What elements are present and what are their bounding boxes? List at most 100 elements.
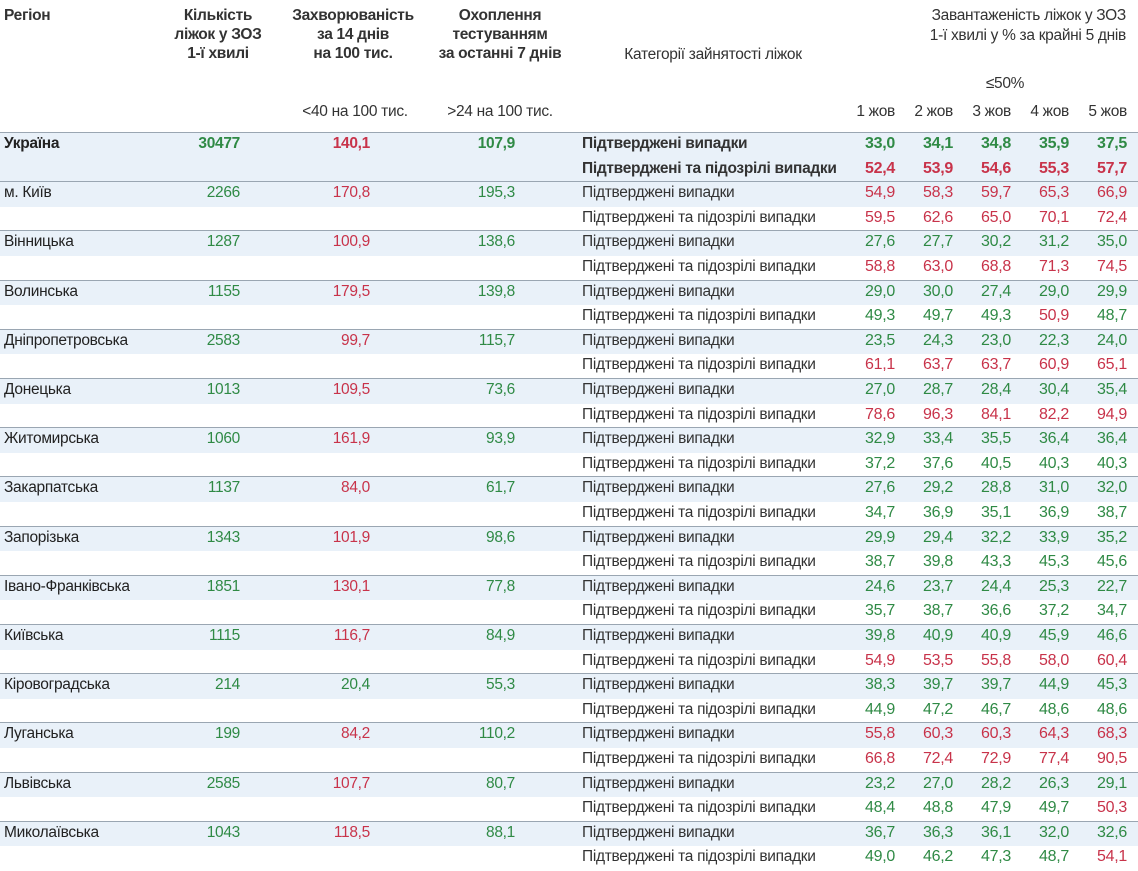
testing: 88,1 xyxy=(486,823,515,841)
occupancy-value: 65,1 xyxy=(1097,356,1127,374)
occupancy-value: 40,9 xyxy=(923,627,953,644)
category: Підтверджені випадки xyxy=(582,577,735,595)
day-label: 3 жов xyxy=(972,103,1011,120)
category: Підтверджені випадки xyxy=(582,184,735,202)
occupancy-value: 39,8 xyxy=(865,627,895,644)
category: Підтверджені випадки xyxy=(582,823,735,841)
occupancy-value: 62,6 xyxy=(923,208,953,226)
incidence: 20,4 xyxy=(341,676,370,694)
occupancy-value: 33,9 xyxy=(1039,528,1069,546)
testing: 110,2 xyxy=(478,725,515,743)
occupancy-value: 27,0 xyxy=(923,774,953,792)
occupancy-value: 63,0 xyxy=(923,258,953,275)
occupancy-value: 35,2 xyxy=(1097,528,1127,546)
occupancy-value: 39,8 xyxy=(923,553,953,571)
occupancy-value: 53,9 xyxy=(923,159,953,177)
occupancy-value: 45,3 xyxy=(1039,553,1069,571)
header-testing: тестуванням xyxy=(452,26,548,43)
beds: 1343 xyxy=(206,528,241,546)
occupancy-value: 29,9 xyxy=(865,528,895,546)
category: Підтверджені випадки xyxy=(582,479,735,497)
occupancy-value: 40,5 xyxy=(981,454,1011,472)
occupancy-value: 90,5 xyxy=(1097,750,1127,767)
beds: 1155 xyxy=(207,282,240,300)
occupancy-value: 26,3 xyxy=(1039,774,1069,792)
occupancy-value: 34,7 xyxy=(865,504,895,521)
beds: 1115 xyxy=(209,627,240,644)
occupancy-value: 59,5 xyxy=(865,208,895,226)
row-band xyxy=(0,132,1138,158)
occupancy-value: 65,0 xyxy=(981,208,1011,226)
occupancy-value: 36,4 xyxy=(1097,430,1127,448)
occupancy-value: 55,8 xyxy=(981,651,1011,669)
occupancy-value: 60,3 xyxy=(981,725,1011,743)
occupancy-value: 27,6 xyxy=(865,479,895,497)
region: Вінницька xyxy=(4,233,74,251)
occupancy-value: 36,7 xyxy=(865,823,895,841)
header-incidence: Захворюваність xyxy=(292,7,414,24)
category: Підтверджені випадки xyxy=(582,381,735,398)
category: Підтверджені та підозрілі випадки xyxy=(582,454,816,472)
testing: 107,9 xyxy=(477,135,516,152)
beds: 2266 xyxy=(206,184,241,202)
occupancy-value: 65,3 xyxy=(1039,184,1069,202)
occupancy-value: 52,4 xyxy=(865,159,895,177)
region: Київська xyxy=(4,627,64,644)
category: Підтверджені та підозрілі випадки xyxy=(582,799,816,817)
occupancy-value: 27,0 xyxy=(865,381,895,398)
region: м. Київ xyxy=(4,184,52,202)
occupancy-value: 45,9 xyxy=(1039,627,1069,644)
occupancy-value: 23,7 xyxy=(923,577,953,595)
occupancy-value: 28,4 xyxy=(981,381,1011,398)
occupancy-value: 36,9 xyxy=(923,504,953,521)
occupancy-value: 94,9 xyxy=(1097,405,1127,423)
beds: 214 xyxy=(215,676,240,694)
occupancy-value: 34,7 xyxy=(1097,602,1127,620)
occupancy-value: 72,9 xyxy=(981,750,1011,767)
occupancy-value: 24,4 xyxy=(981,577,1011,595)
occupancy-value: 60,4 xyxy=(1097,651,1127,669)
occupancy-value: 31,0 xyxy=(1039,479,1069,497)
occupancy-value: 35,7 xyxy=(865,602,895,620)
day-label: 1 жов xyxy=(856,103,895,120)
category: Підтверджені та підозрілі випадки xyxy=(582,159,837,177)
occupancy-value: 46,6 xyxy=(1097,627,1127,644)
occupancy-value: 45,6 xyxy=(1097,553,1127,571)
region: Запорізька xyxy=(4,528,79,546)
occupancy-value: 24,3 xyxy=(923,331,953,349)
region: Дніпропетровська xyxy=(4,331,128,349)
beds: 1851 xyxy=(206,577,241,595)
header-beds: ліжок у ЗОЗ xyxy=(174,26,262,43)
occupancy-value: 36,9 xyxy=(1039,504,1069,521)
occupancy-value: 28,8 xyxy=(981,479,1011,497)
region: Кіровоградська xyxy=(4,676,110,694)
row-band xyxy=(0,427,1138,453)
beds: 2585 xyxy=(206,774,241,792)
row-band xyxy=(0,722,1138,748)
row-band xyxy=(0,476,1138,502)
occupancy-value: 45,3 xyxy=(1097,676,1127,694)
occupancy-value: 37,6 xyxy=(923,454,953,472)
beds: 2583 xyxy=(206,331,241,349)
category: Підтверджені та підозрілі випадки xyxy=(582,602,816,620)
day-label: 4 жов xyxy=(1030,103,1069,120)
row-band xyxy=(0,230,1138,256)
testing: 138,6 xyxy=(477,233,516,251)
occupancy-value: 34,8 xyxy=(981,135,1011,152)
incidence: 101,9 xyxy=(332,528,371,546)
occupancy-value: 28,2 xyxy=(981,774,1011,792)
occupancy-value: 36,6 xyxy=(981,602,1011,620)
beds: 1013 xyxy=(206,381,241,398)
header-occupancy: Завантаженість ліжок у ЗОЗ xyxy=(931,7,1127,24)
testing: 195,3 xyxy=(477,184,516,202)
row-band xyxy=(0,771,1138,798)
category: Підтверджені випадки xyxy=(582,627,735,644)
header-incidence: на 100 тис. xyxy=(313,45,393,62)
testing: 73,6 xyxy=(486,381,515,398)
category: Підтверджені випадки xyxy=(582,774,735,792)
category: Підтверджені та підозрілі випадки xyxy=(582,208,816,226)
occupancy-value: 38,7 xyxy=(923,602,953,620)
region: Львівська xyxy=(4,774,71,792)
occupancy-value: 72,4 xyxy=(1097,208,1127,226)
beds: 1137 xyxy=(207,479,240,497)
